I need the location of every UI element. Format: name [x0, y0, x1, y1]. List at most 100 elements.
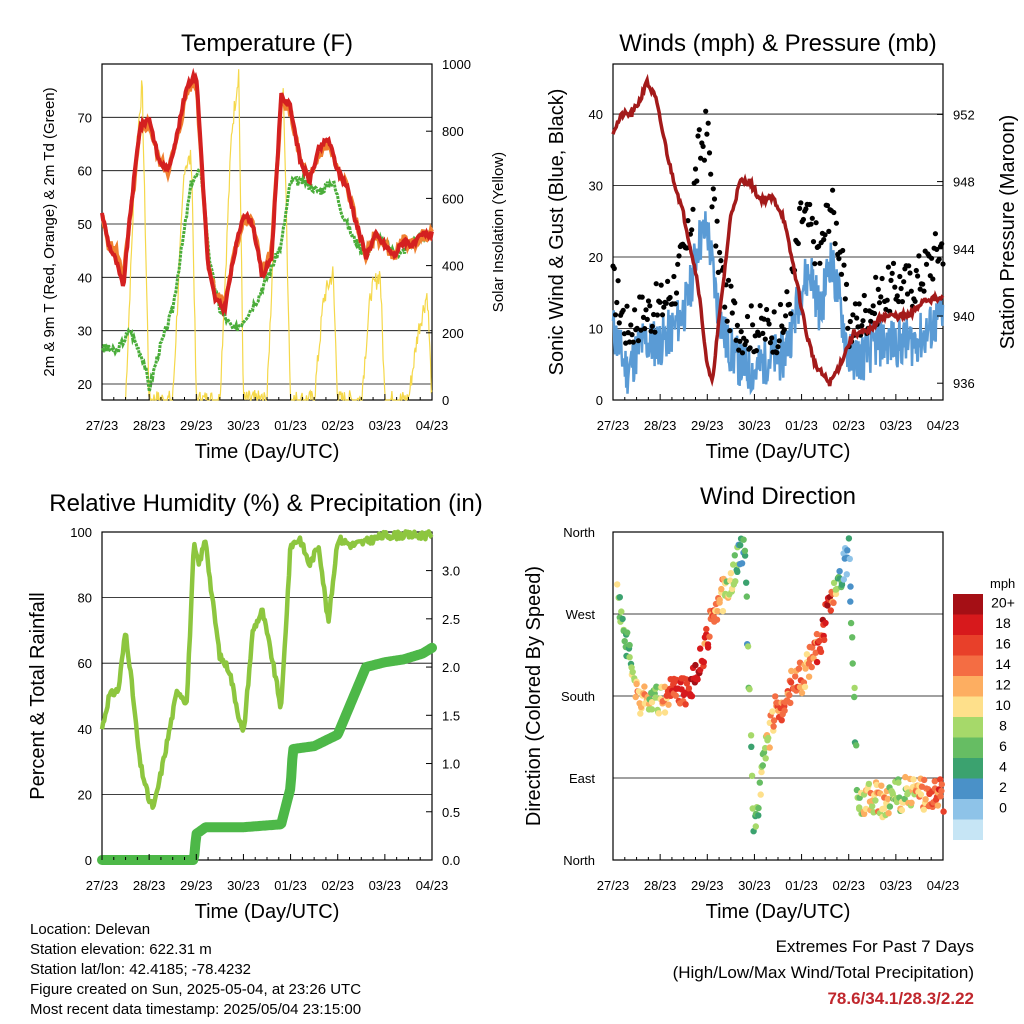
gust-point	[859, 323, 865, 329]
direction-point	[770, 717, 778, 724]
legend-label: 18	[995, 615, 1011, 631]
direction-point	[738, 560, 746, 567]
gust-point	[833, 220, 840, 226]
gust-point	[821, 237, 827, 243]
gust-point	[775, 344, 781, 350]
temperature-xtick-label: 04/23	[416, 418, 449, 433]
direction-point	[648, 699, 656, 706]
direction-point	[824, 602, 831, 609]
direction-point	[743, 579, 750, 586]
gust-point	[845, 325, 851, 331]
gust-point	[847, 318, 853, 325]
gust-point	[717, 249, 723, 256]
gust-point	[708, 171, 714, 177]
humidity-ytick-label: 20	[78, 787, 92, 802]
legend-label: 16	[995, 636, 1011, 652]
humidity-ytick-label: 60	[78, 656, 92, 671]
winds-x-axis-label: Time (Day/UTC)	[706, 441, 851, 463]
direction-left-axis-label: Direction (Colored By Speed)	[523, 566, 545, 826]
direction-point	[847, 583, 854, 590]
gust-point	[878, 294, 884, 300]
humidity-ytick-label: 0	[85, 853, 92, 868]
direction-point	[809, 644, 816, 651]
gust-point	[788, 311, 794, 317]
legend-swatch	[953, 778, 983, 799]
gust-point	[694, 178, 700, 184]
winds-y2tick-label: 940	[953, 309, 975, 324]
gust-point	[722, 304, 728, 310]
gust-point	[774, 350, 780, 356]
direction-point	[865, 780, 873, 788]
winds-xtick-label: 27/23	[597, 418, 630, 433]
gust-point	[710, 186, 716, 192]
gust-point	[750, 322, 756, 328]
direction-point	[802, 665, 809, 672]
gust-point	[652, 329, 658, 335]
gust-point	[766, 321, 772, 327]
temperature-y2tick-label: 800	[442, 124, 464, 139]
direction-ytick-label: North	[563, 853, 595, 868]
direction-point	[895, 779, 902, 786]
gust-point	[703, 108, 709, 114]
direction-point	[757, 791, 764, 798]
gust-point	[709, 204, 715, 210]
direction-point	[616, 594, 623, 601]
humidity-ytick-label: 100	[70, 525, 92, 540]
temperature-y2tick-label: 1000	[442, 57, 471, 72]
direction-point	[730, 561, 737, 568]
gust-point	[635, 338, 642, 344]
direction-point	[614, 581, 621, 588]
gust-point	[776, 338, 782, 344]
gust-point	[803, 206, 809, 212]
legend-swatch	[953, 676, 983, 697]
winds-title: Winds (mph) & Pressure (mb)	[619, 30, 936, 57]
direction-ytick-label: West	[566, 607, 596, 622]
temperature-xtick-label: 29/23	[180, 418, 213, 433]
gust-point	[798, 200, 804, 206]
gust-point	[868, 318, 874, 324]
direction-point	[843, 571, 850, 578]
gust-point	[657, 299, 663, 305]
direction-point	[908, 799, 915, 806]
direction-point	[716, 599, 723, 606]
direction-point	[743, 593, 750, 600]
extremes-legend: (High/Low/Max Wind/Total Precipitation)	[672, 963, 974, 982]
humidity-xtick-label: 01/23	[274, 878, 307, 893]
gust-point	[885, 264, 892, 270]
direction-point	[921, 776, 928, 784]
direction-point	[851, 684, 858, 692]
extremes-heading: Extremes For Past 7 Days	[775, 937, 974, 956]
humidity-series	[97, 529, 437, 865]
gust-point	[753, 348, 760, 354]
direction-point	[920, 806, 927, 813]
gust-point	[831, 209, 837, 216]
gust-point	[916, 253, 922, 259]
legend-swatch	[953, 655, 983, 676]
gust-point	[690, 206, 696, 212]
direction-point	[755, 812, 762, 819]
total-precipitation-line	[97, 642, 437, 865]
direction-point	[732, 578, 739, 585]
direction-point	[869, 803, 876, 810]
direction-point	[632, 693, 639, 701]
gust-point	[889, 270, 895, 276]
gust-point	[620, 307, 626, 313]
direction-point	[762, 755, 769, 762]
gust-point	[616, 320, 622, 326]
gust-point	[673, 290, 680, 296]
gust-point	[704, 131, 710, 137]
legend-label: 6	[999, 738, 1007, 754]
gust-point	[629, 332, 635, 338]
winds-xtick-label: 01/23	[785, 418, 818, 433]
humidity-xtick-label: 03/23	[369, 878, 402, 893]
gust-point	[863, 307, 869, 314]
sonic-wind-line	[611, 211, 945, 396]
direction-point	[626, 654, 633, 661]
winds-y2tick-label: 952	[953, 107, 975, 122]
direction-xtick-label: 27/23	[597, 878, 630, 893]
humidity-y2tick-label: 0.0	[442, 853, 460, 868]
legend-title: mph	[990, 576, 1015, 591]
humidity-axes: 0 20 40 60 80 100 0.0 0.5 1.0 1.5 2.0 2.5 3.0 27/23 28…	[70, 525, 460, 893]
humidity-plot-frame	[101, 531, 433, 861]
